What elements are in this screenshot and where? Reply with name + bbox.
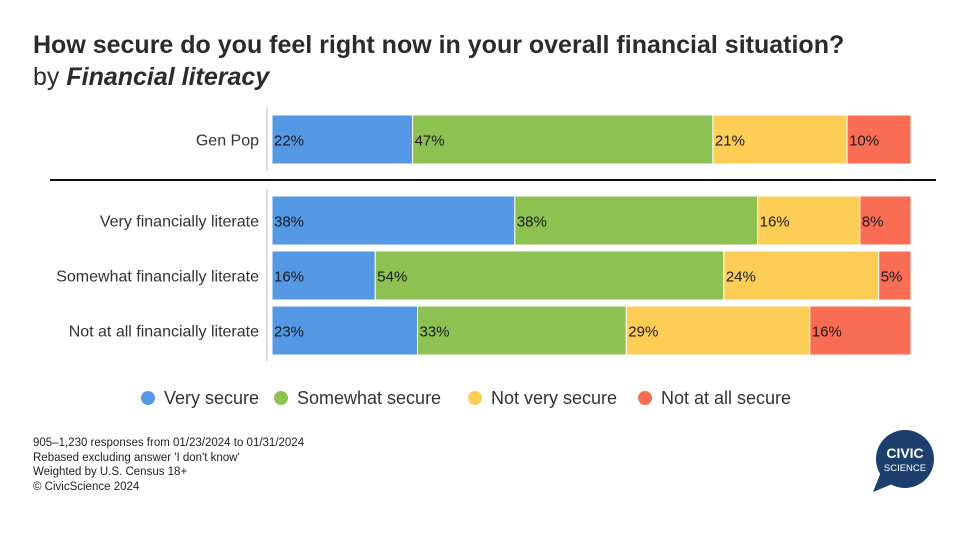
legend-marker-not-very-secure bbox=[468, 391, 482, 405]
footnote-weighted: Weighted by U.S. Census 18+ bbox=[33, 466, 188, 478]
bar-segment-somewhat-secure-very-financially-literate bbox=[514, 195, 759, 246]
legend-marker-not-at-all-secure bbox=[638, 391, 652, 405]
legend-label-somewhat-secure: Somewhat secure bbox=[297, 388, 441, 408]
bar-segment-somewhat-secure-gen-pop bbox=[412, 114, 714, 165]
bar-segment-not-very-secure-gen-pop bbox=[712, 114, 848, 165]
data-label-somewhat-secure-somewhat-financially-literate: 54% bbox=[377, 269, 407, 286]
bar-segment-very-secure-not-at-all-financially-literate bbox=[271, 305, 419, 356]
bar-segment-very-secure-somewhat-financially-literate bbox=[271, 250, 376, 301]
data-label-not-at-all-secure-gen-pop: 10% bbox=[849, 133, 879, 150]
logo-text-civic: CIVIC bbox=[886, 445, 923, 461]
legend-marker-somewhat-secure bbox=[274, 391, 288, 405]
chart-title: How secure do you feel right now in your… bbox=[33, 31, 845, 59]
data-label-not-at-all-secure-not-at-all-financially-literate: 16% bbox=[812, 324, 842, 341]
logo-text-science: SCIENCE bbox=[884, 463, 926, 474]
data-label-very-secure-somewhat-financially-literate: 16% bbox=[274, 269, 304, 286]
legend-label-not-very-secure: Not very secure bbox=[491, 388, 617, 408]
bar-segment-not-at-all-secure-not-at-all-financially-literate bbox=[809, 305, 912, 356]
bar-segment-not-at-all-secure-somewhat-financially-literate bbox=[878, 250, 912, 301]
footnote-copyright: © CivicScience 2024 bbox=[33, 480, 140, 493]
chart-subtitle: by Financial literacy bbox=[33, 63, 269, 92]
data-label-not-very-secure-somewhat-financially-literate: 24% bbox=[726, 269, 756, 286]
category-label-somewhat-financially-literate: Somewhat financially literate bbox=[56, 269, 259, 286]
legend-label-not-at-all-secure: Not at all secure bbox=[661, 388, 791, 408]
data-label-not-at-all-secure-somewhat-financially-literate: 5% bbox=[881, 269, 903, 286]
bar-segment-very-secure-gen-pop bbox=[271, 114, 414, 165]
data-label-not-very-secure-very-financially-literate: 16% bbox=[760, 214, 790, 231]
civicscience-logo: CIVIC SCIENCE bbox=[873, 430, 934, 492]
data-label-somewhat-secure-gen-pop: 47% bbox=[415, 133, 445, 150]
data-label-not-at-all-secure-very-financially-literate: 8% bbox=[862, 214, 884, 231]
bar-segment-not-very-secure-very-financially-literate bbox=[757, 195, 861, 246]
data-label-very-secure-not-at-all-financially-literate: 23% bbox=[274, 324, 304, 341]
subtitle-prefix: by bbox=[33, 63, 67, 91]
bar-segment-very-secure-very-financially-literate bbox=[271, 195, 516, 246]
bar-segment-not-at-all-secure-gen-pop bbox=[846, 114, 912, 165]
category-label-very-financially-literate: Very financially literate bbox=[100, 214, 259, 231]
data-label-somewhat-secure-very-financially-literate: 38% bbox=[517, 214, 547, 231]
bar-segment-not-at-all-secure-very-financially-literate bbox=[859, 195, 912, 246]
footnotes: 905–1,230 responses from 01/23/2024 to 0… bbox=[33, 436, 304, 494]
category-label-gen-pop: Gen Pop bbox=[196, 133, 259, 150]
subtitle-emphasis: Financial literacy bbox=[66, 63, 270, 91]
footnote-rebased: Rebased excluding answer 'I don't know' bbox=[33, 451, 240, 464]
data-label-not-very-secure-not-at-all-financially-literate: 29% bbox=[628, 324, 658, 341]
bar-segment-not-very-secure-somewhat-financially-literate bbox=[723, 250, 880, 301]
bar-segment-not-very-secure-not-at-all-financially-literate bbox=[625, 305, 811, 356]
bar-segment-somewhat-secure-somewhat-financially-literate bbox=[374, 250, 725, 301]
data-label-very-secure-gen-pop: 22% bbox=[274, 133, 304, 150]
bar-segment-somewhat-secure-not-at-all-financially-literate bbox=[417, 305, 627, 356]
data-label-somewhat-secure-not-at-all-financially-literate: 33% bbox=[420, 324, 450, 341]
footnote-responses: 905–1,230 responses from 01/23/2024 to 0… bbox=[33, 437, 305, 449]
data-label-very-secure-very-financially-literate: 38% bbox=[274, 214, 304, 231]
legend-label-very-secure: Very secure bbox=[164, 388, 259, 408]
legend-marker-very-secure bbox=[141, 391, 155, 405]
data-label-not-very-secure-gen-pop: 21% bbox=[715, 133, 745, 150]
category-label-not-at-all-financially-literate: Not at all financially literate bbox=[69, 324, 259, 341]
